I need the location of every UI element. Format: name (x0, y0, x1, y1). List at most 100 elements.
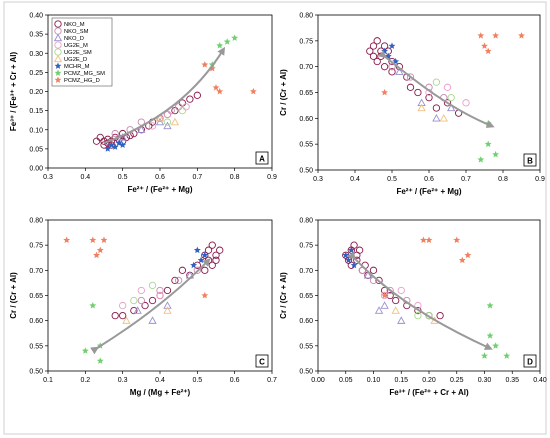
y-tick-label: 0.70 (299, 268, 313, 275)
panel-label-box (523, 354, 537, 368)
x-tick-label: 0.6 (155, 174, 165, 181)
data-point (111, 129, 119, 138)
y-tick-label: 0.60 (29, 318, 43, 325)
data-point (178, 106, 187, 115)
data-point (63, 236, 71, 244)
data-point (223, 38, 231, 45)
data-point (137, 125, 146, 133)
x-tick-label: 0.5 (387, 176, 397, 183)
data-point (170, 117, 180, 126)
series-pcmz_hg_d (201, 61, 257, 95)
data-point (212, 84, 220, 91)
data-point (216, 246, 224, 254)
legend-marker (54, 69, 62, 76)
panel-label-box (523, 153, 537, 167)
series-ug2e_m (148, 103, 190, 130)
data-point (492, 342, 500, 349)
data-point (503, 352, 511, 359)
x-tick-label: 0.00 (311, 377, 325, 384)
data-point (477, 156, 485, 163)
y-tick-label: 0.60 (299, 318, 313, 325)
plot-area (47, 219, 273, 372)
y-axis-label: Cr / (Cr + Al) (279, 272, 288, 319)
legend: NKO_MNKO_SMNKO_DUG2E_MUG2E_SMUG2E_DMCHR_… (51, 17, 113, 87)
x-tick-label: 0.7 (192, 174, 202, 181)
legend-label: NKO_SM (64, 29, 89, 35)
panel-label: A (259, 155, 265, 164)
data-point (119, 141, 127, 148)
y-tick-label: 0.70 (299, 64, 313, 71)
data-point (212, 256, 220, 264)
data-point (93, 251, 100, 259)
y-tick-label: 0.40 (29, 13, 43, 20)
panel-d: 0.00 0.05 0.10 0.15 0.20 0.25 0.30 0.35 0.40 0.50… (279, 218, 547, 398)
y-tick-label: 0.50 (299, 369, 313, 376)
y-tick-label: 0.75 (299, 243, 313, 250)
data-point (369, 52, 378, 60)
y-tick-label: 0.00 (29, 166, 43, 173)
x-tick-label: 0.3 (43, 174, 53, 181)
legend-label: PCMZ_MG_SM (64, 71, 105, 77)
panel-a: 0.3 0.4 0.5 0.6 0.7 0.8 0.9 0.00 0.05 0.10 0.15 0.2… (9, 13, 277, 195)
y-tick-label: 0.20 (29, 89, 43, 96)
data-point (477, 32, 485, 39)
trend-arrow (90, 258, 211, 355)
x-axis-label: Fe³⁺ / (Fe²⁺ + Cr + Al) (389, 388, 469, 397)
x-tick-label: 0.7 (461, 176, 471, 183)
legend-marker (54, 41, 62, 49)
y-axis-label: Cr / (Cr + Al) (279, 69, 288, 116)
x-tick-label: 0.5 (118, 174, 128, 181)
data-point (453, 236, 461, 244)
trend-arrow (103, 46, 226, 145)
x-tick-label: 0.8 (498, 176, 508, 183)
data-point (208, 64, 216, 72)
x-tick-label: 0.20 (422, 377, 436, 384)
x-tick-label: 0.5 (192, 377, 202, 384)
x-tick-label: 0.8 (230, 174, 240, 181)
data-point (492, 150, 500, 158)
y-tick-label: 0.15 (29, 108, 43, 115)
x-tick-label: 0.30 (478, 377, 492, 384)
data-point (518, 32, 525, 39)
data-point (484, 140, 492, 148)
legend-marker (54, 62, 62, 69)
trend-arrow (347, 251, 493, 350)
data-point (155, 113, 165, 122)
legend-label: UG2E_M (64, 43, 88, 49)
legend-label: UG2E_SM (64, 50, 92, 56)
legend-label: MCHR_M (64, 64, 90, 70)
data-point (100, 236, 108, 244)
x-tick-label: 0.6 (424, 176, 434, 183)
y-tick-label: 0.75 (299, 38, 313, 45)
data-point (163, 121, 172, 130)
x-tick-label: 0.15 (394, 377, 408, 384)
panel-b: 0.3 0.4 0.5 0.6 0.7 0.8 0.9 0.50 0.55 0.60 0.65 0.7… (279, 13, 545, 197)
y-tick-label: 0.05 (29, 146, 43, 153)
legend-label: PCMZ_HG_D (64, 78, 100, 84)
x-tick-label: 0.25 (450, 377, 464, 384)
data-point (216, 87, 224, 95)
x-tick-label: 0.9 (267, 174, 277, 181)
data-point (96, 133, 104, 142)
data-point (425, 236, 433, 244)
data-point (208, 241, 216, 249)
x-tick-label: 0.3 (118, 377, 128, 384)
y-tick-label: 0.60 (299, 116, 313, 123)
x-tick-label: 0.4 (155, 377, 165, 384)
data-point (388, 42, 396, 49)
legend-label: UG2E_D (64, 57, 87, 63)
y-tick-label: 0.65 (299, 293, 313, 300)
data-point (178, 99, 187, 107)
x-tick-label: 0.4 (350, 176, 360, 183)
data-point (201, 251, 209, 259)
data-point (366, 47, 374, 55)
y-tick-label: 0.10 (29, 127, 43, 134)
x-tick-label: 0.7 (267, 377, 277, 384)
data-point (204, 246, 213, 254)
legend-marker (54, 20, 62, 28)
y-tick-label: 0.65 (299, 90, 313, 97)
x-tick-label: 0.35 (505, 377, 519, 384)
data-point (186, 95, 194, 103)
x-axis-label: Fe²⁺ / (Fe²⁺ + Mg) (396, 187, 461, 196)
